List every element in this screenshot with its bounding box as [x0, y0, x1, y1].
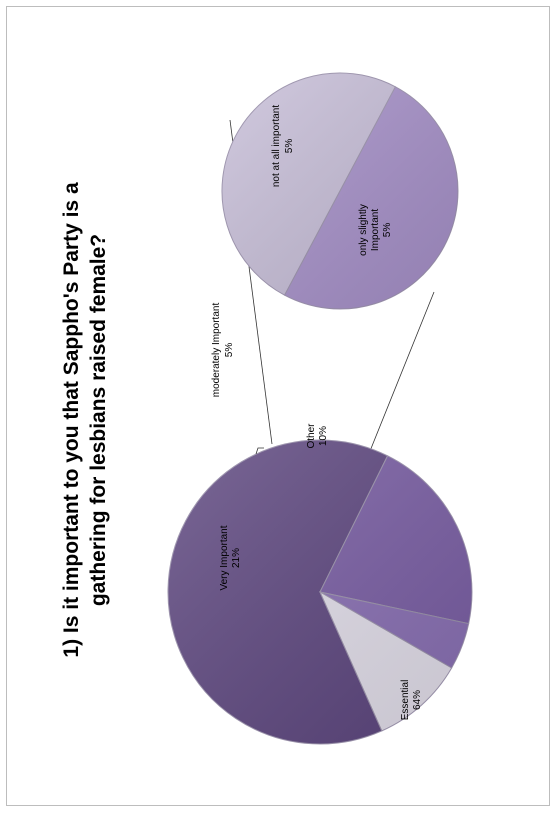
label-not-at-all-value: 5% — [284, 139, 295, 154]
chart-title-line-2: gathering for lesbians raised female? — [87, 234, 110, 606]
label-only-slightly-value: 5% — [382, 223, 393, 238]
label-essential-value: 64% — [412, 690, 423, 710]
label-not-at-all-name: not at all important — [271, 105, 282, 187]
label-very-important-value: 21% — [231, 548, 242, 568]
label-only-slightly: only slightly Important 5% — [358, 204, 393, 256]
connector-line-bottom — [367, 291, 435, 457]
label-essential: Essential 64% — [400, 680, 423, 721]
label-other-name: Other — [306, 423, 317, 449]
label-only-slightly-name-2: Important — [370, 209, 381, 251]
label-moderately-value: 5% — [224, 343, 235, 358]
label-very-important: Very Important 21% — [219, 525, 242, 590]
label-other: Other 10% — [306, 423, 329, 449]
main-pie-shading — [168, 440, 472, 744]
chart-frame — [6, 6, 550, 806]
label-other-value: 10% — [318, 426, 329, 446]
secondary-pie-shading — [222, 73, 458, 309]
secondary-pie — [221, 72, 459, 310]
label-very-important-name: Very Important — [219, 525, 230, 590]
label-essential-name: Essential — [400, 680, 411, 721]
chart-title: 1) Is it important to you that Sappho's … — [60, 182, 110, 658]
leader-line-moderately — [255, 447, 264, 455]
label-moderately-name: moderately Important — [211, 303, 222, 398]
main-pie — [167, 439, 473, 745]
label-not-at-all: not at all important 5% — [271, 105, 295, 187]
chart-title-line-1: 1) Is it important to you that Sappho's … — [60, 182, 83, 658]
label-only-slightly-name-1: only slightly — [358, 204, 369, 256]
label-moderately-important: moderately Important 5% — [211, 303, 235, 398]
